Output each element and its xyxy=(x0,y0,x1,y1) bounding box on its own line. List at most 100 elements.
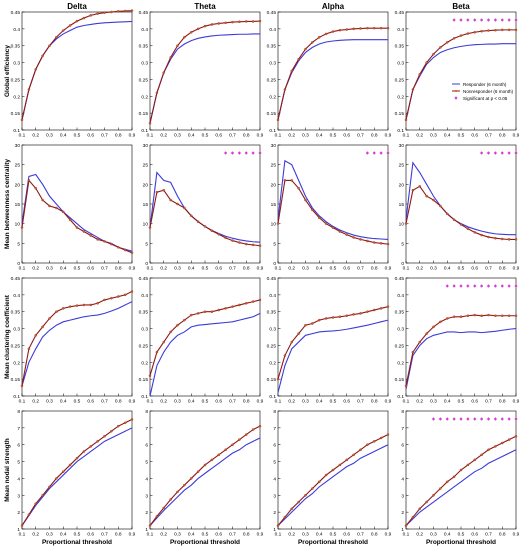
y-tick-label: 1 xyxy=(273,527,276,533)
nonresponder-point xyxy=(473,231,476,234)
significance-marker xyxy=(514,417,518,421)
nonresponder-point xyxy=(75,19,79,23)
significance-marker xyxy=(237,151,241,155)
band-title-alpha: Alpha xyxy=(322,2,345,11)
x-tick-label: 0.9 xyxy=(513,532,520,538)
x-tick-label: 0.7 xyxy=(357,133,364,139)
legend: Responder (6 month) Nonresponder (6 month… xyxy=(449,79,515,105)
significance-marker xyxy=(507,417,511,421)
nonresponder-point xyxy=(231,305,234,308)
nonresponder-point xyxy=(297,500,300,504)
y-tick-label: 0.35 xyxy=(267,44,277,50)
nonresponder-point xyxy=(290,507,293,511)
nonresponder-point xyxy=(55,310,58,313)
nonresponder-point xyxy=(68,218,72,221)
nonresponder-point xyxy=(189,313,193,317)
y-tick-label: 30 xyxy=(15,143,21,149)
nonresponder-point xyxy=(224,236,227,240)
nonresponder-point xyxy=(155,190,159,194)
nonresponder-point xyxy=(338,463,342,467)
significance-marker xyxy=(251,151,255,155)
significance-marker xyxy=(459,417,463,421)
nonresponder-point xyxy=(176,323,179,327)
x-tick-label: 0.3 xyxy=(46,532,53,538)
y-tick-label: 6 xyxy=(401,443,404,449)
y-tick-label: 8 xyxy=(273,409,276,415)
panel-delta-2: 0.1 0.15 0.2 0.25 0.3 0.35 0.4 0.45 0.1 0.2 0.3 0.4… xyxy=(11,276,136,405)
y-tick-label: 5 xyxy=(273,241,276,247)
nonresponder-point xyxy=(34,502,38,505)
nonresponder-point xyxy=(411,88,415,91)
x-tick-label: 0.7 xyxy=(357,399,364,405)
y-tick-label: 7 xyxy=(401,426,404,432)
nonresponder-point xyxy=(183,206,186,210)
x-tick-label: 0.5 xyxy=(202,399,209,405)
x-tick-label: 0.4 xyxy=(188,266,195,272)
x-tick-label: 0.1 xyxy=(19,266,26,272)
responder-line xyxy=(149,33,260,124)
x-tick-label: 0.3 xyxy=(430,532,437,538)
y-tick-label: 0.25 xyxy=(11,343,21,349)
y-tick-label: 0.1 xyxy=(141,394,148,400)
nonresponder-point xyxy=(130,251,134,255)
significance-marker xyxy=(452,284,456,288)
nonresponder-point xyxy=(331,30,335,33)
x-tick-label: 0.9 xyxy=(385,266,392,272)
nonresponder-line xyxy=(149,189,261,247)
y-tick-label: 3 xyxy=(273,493,276,499)
nonresponder-point xyxy=(459,468,463,472)
significance-marker xyxy=(431,417,436,421)
x-tick-label: 0.5 xyxy=(458,532,465,538)
nonresponder-point xyxy=(290,340,293,344)
nonresponder-point xyxy=(62,29,65,32)
band-title-theta: Theta xyxy=(194,2,216,11)
nonresponder-point xyxy=(258,244,262,247)
nonresponder-point xyxy=(103,298,106,302)
responder-line xyxy=(149,437,261,526)
y-tick-label: 20 xyxy=(15,182,21,188)
y-tick-label: 0.15 xyxy=(267,111,277,117)
x-axis-label: Proportional threshold xyxy=(170,539,240,546)
y-tick-label: 1 xyxy=(17,527,20,533)
x-tick-label: 0.4 xyxy=(316,532,323,538)
significance-marker xyxy=(500,284,504,288)
nonresponder-point xyxy=(20,118,24,122)
nonresponder-point xyxy=(117,10,120,13)
nonresponder-point xyxy=(473,458,476,462)
nonresponder-point xyxy=(404,384,408,388)
x-axis-label: Proportional threshold xyxy=(42,539,112,546)
significance-marker xyxy=(500,151,504,155)
significance-marker xyxy=(459,18,463,22)
nonresponder-point xyxy=(155,515,159,518)
nonresponder-point xyxy=(514,314,518,318)
nonresponder-point xyxy=(34,68,38,71)
nonresponder-point xyxy=(103,11,106,14)
y-tick-label: 0.1 xyxy=(269,394,276,400)
x-tick-label: 0.3 xyxy=(174,532,181,538)
y-tick-label: 0.45 xyxy=(267,276,277,282)
nonresponder-point xyxy=(276,118,280,122)
nonresponder-point xyxy=(82,303,86,307)
x-tick-label: 0.4 xyxy=(444,266,451,272)
significance-marker xyxy=(507,284,511,288)
significance-marker xyxy=(514,18,518,22)
nonresponder-point xyxy=(283,515,287,519)
nonresponder-point xyxy=(411,350,415,354)
y-tick-label: 4 xyxy=(145,476,148,482)
row-ylabel: Global efficiency xyxy=(4,45,11,97)
y-tick-label: 0.25 xyxy=(395,77,405,83)
nonresponder-point xyxy=(379,26,383,30)
nonresponder-point xyxy=(297,57,300,61)
nonresponder-point xyxy=(507,238,511,241)
x-tick-label: 0.8 xyxy=(115,133,122,139)
nonresponder-point xyxy=(352,27,355,31)
y-tick-label: 0.35 xyxy=(139,44,149,50)
y-tick-label: 5 xyxy=(401,241,404,247)
x-tick-label: 0.9 xyxy=(385,133,392,139)
nonresponder-point xyxy=(210,458,214,462)
x-tick-label: 0.6 xyxy=(215,532,222,538)
x-tick-label: 0.1 xyxy=(147,133,154,139)
nonresponder-point xyxy=(231,239,234,242)
nonresponder-point xyxy=(196,27,200,31)
nonresponder-point xyxy=(507,314,511,318)
